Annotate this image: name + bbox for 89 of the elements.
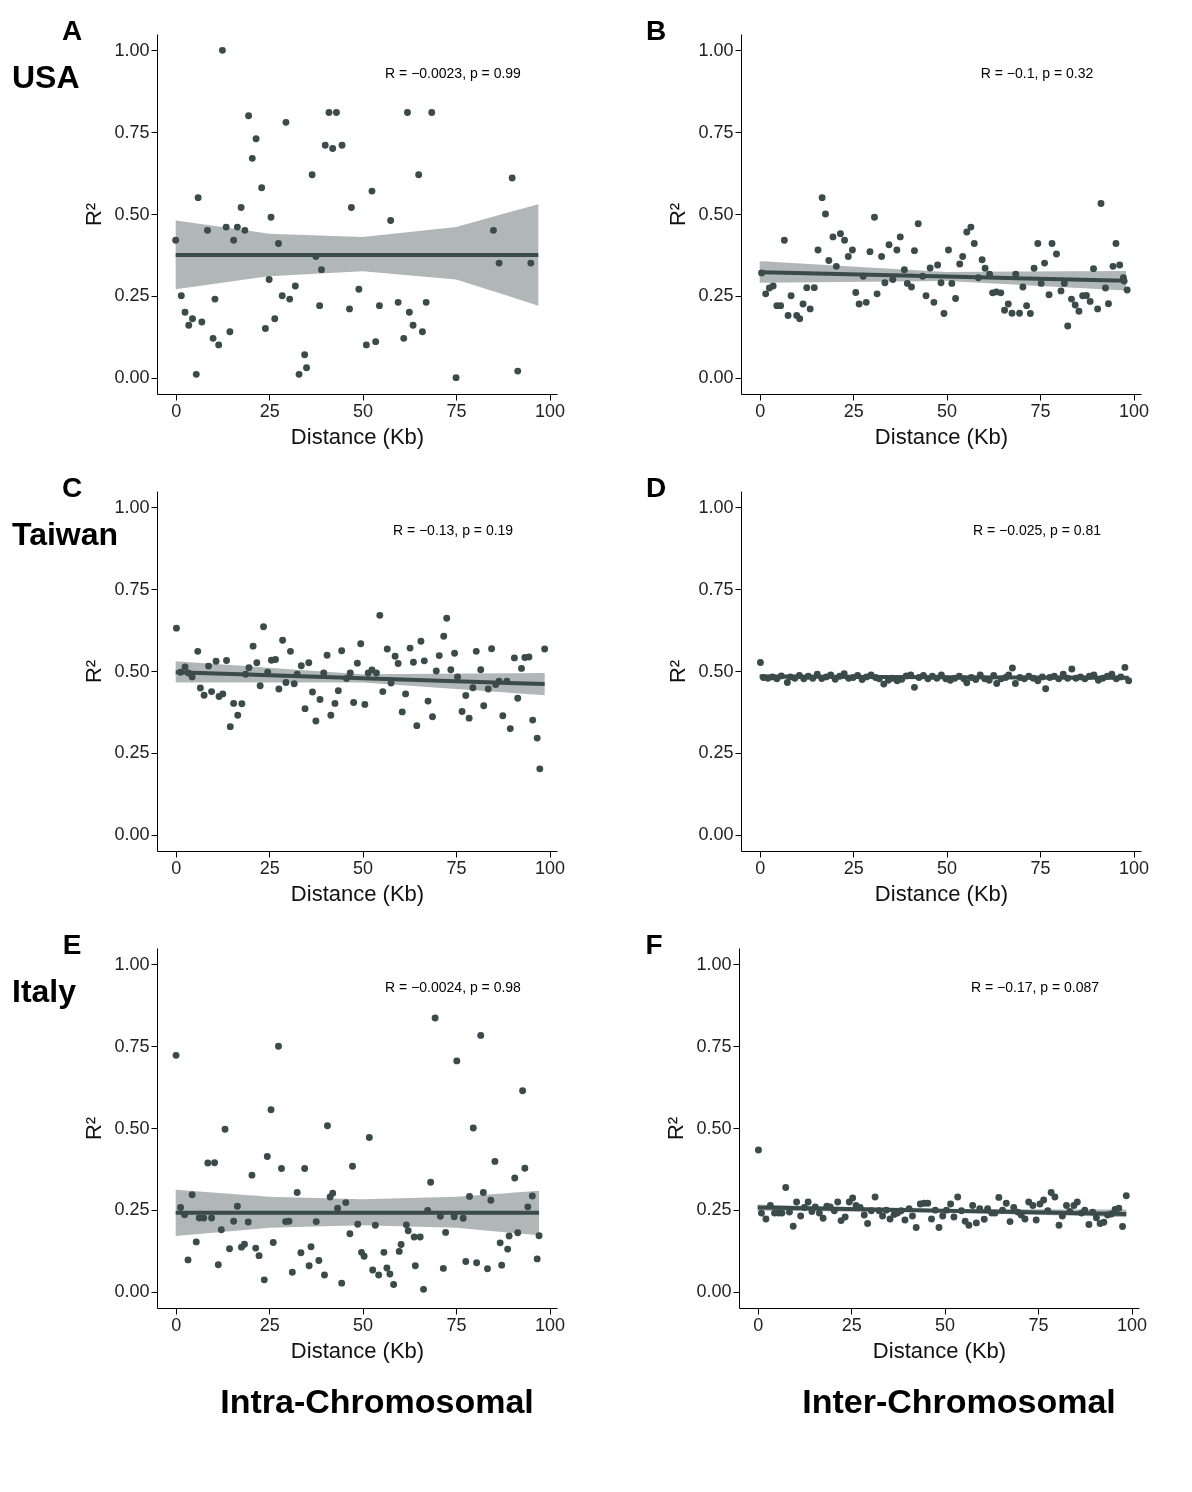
x-axis-title: Distance (Kb) <box>872 1337 1007 1363</box>
y-tick-label: 0.00 <box>114 1281 150 1302</box>
y-tick-label: 1.00 <box>114 39 150 60</box>
x-tick-label: 50 <box>935 1314 956 1335</box>
y-axis-title: R² <box>81 659 107 684</box>
y-tick-label: 0.75 <box>696 1035 732 1056</box>
x-axis-title: Distance (Kb) <box>290 1337 425 1363</box>
x-tick-label: 75 <box>446 400 467 421</box>
x-tick-label: 0 <box>753 1314 764 1335</box>
annotation: R = −0.17, p = 0.087 <box>970 979 1100 995</box>
y-tick-label: 0.25 <box>698 285 734 306</box>
x-tick-label: 100 <box>1117 1314 1148 1335</box>
x-tick-label: 75 <box>446 1314 467 1335</box>
x-tick-label: 100 <box>1119 400 1150 421</box>
y-tick-label: 0.25 <box>114 742 150 763</box>
x-tick-label: 100 <box>1119 857 1150 878</box>
x-axis-title: Distance (Kb) <box>874 423 1009 449</box>
annotation: R = −0.025, p = 0.81 <box>972 522 1102 538</box>
y-tick-label: 0.75 <box>698 578 734 599</box>
x-tick-label: 100 <box>535 1314 566 1335</box>
y-tick-label: 0.50 <box>114 660 150 681</box>
x-tick-label: 0 <box>755 857 766 878</box>
x-tick-label: 75 <box>1030 400 1051 421</box>
x-tick-label: 0 <box>755 400 766 421</box>
x-tick-label: 25 <box>843 400 864 421</box>
text: USA <box>12 59 80 95</box>
y-tick-label: 0.00 <box>696 1281 732 1302</box>
x-tick-label: 25 <box>259 857 280 878</box>
y-tick-label: 0.25 <box>696 1199 732 1220</box>
y-tick-label: 1.00 <box>114 496 150 517</box>
y-tick-label: 0.25 <box>698 742 734 763</box>
chart-title: D <box>645 472 667 503</box>
y-tick-label: 0.50 <box>696 1117 732 1138</box>
y-tick-label: 0.50 <box>698 660 734 681</box>
y-tick-label: 0.50 <box>114 203 150 224</box>
chart-title: B <box>645 15 667 46</box>
annotation: R = −0.1, p = 0.32 <box>980 65 1094 81</box>
x-tick-label: 0 <box>171 400 182 421</box>
text: Taiwan <box>12 516 119 552</box>
chart-title: F <box>645 929 663 960</box>
y-tick-label: 1.00 <box>114 953 150 974</box>
x-axis-title: Distance (Kb) <box>874 880 1009 906</box>
x-tick-label: 50 <box>937 400 958 421</box>
x-tick-label: 25 <box>841 1314 862 1335</box>
chart-title: C <box>61 472 83 503</box>
text: Italy <box>12 973 77 1009</box>
x-tick-label: 0 <box>171 1314 182 1335</box>
y-tick-label: 0.50 <box>698 203 734 224</box>
x-tick-label: 100 <box>535 857 566 878</box>
x-tick-label: 50 <box>937 857 958 878</box>
annotation: R = −0.0023, p = 0.99 <box>385 65 522 81</box>
x-tick-label: 75 <box>1028 1314 1049 1335</box>
y-tick-label: 0.00 <box>114 824 150 845</box>
chart-title: E <box>62 929 82 960</box>
x-tick-label: 100 <box>535 400 566 421</box>
y-tick-label: 0.75 <box>698 121 734 142</box>
y-tick-label: 1.00 <box>698 39 734 60</box>
y-tick-label: 0.25 <box>114 1199 150 1220</box>
y-tick-label: 1.00 <box>696 953 732 974</box>
y-axis-title: R² <box>81 202 107 227</box>
y-tick-label: 0.00 <box>698 824 734 845</box>
chart-title: A <box>61 15 83 46</box>
x-tick-label: 25 <box>843 857 864 878</box>
x-tick-label: 75 <box>446 857 467 878</box>
x-tick-label: 50 <box>353 400 374 421</box>
y-axis-title: R² <box>663 1116 689 1141</box>
y-tick-label: 0.25 <box>114 285 150 306</box>
y-tick-label: 0.75 <box>114 1035 150 1056</box>
x-axis-title: Distance (Kb) <box>290 423 425 449</box>
y-tick-label: 0.50 <box>114 1117 150 1138</box>
x-axis-title: Distance (Kb) <box>290 880 425 906</box>
y-axis-title: R² <box>665 659 691 684</box>
x-tick-label: 50 <box>353 857 374 878</box>
x-tick-label: 25 <box>259 1314 280 1335</box>
y-tick-label: 0.75 <box>114 578 150 599</box>
y-tick-label: 0.00 <box>698 367 734 388</box>
y-axis-title: R² <box>665 202 691 227</box>
y-tick-label: 1.00 <box>698 496 734 517</box>
y-tick-label: 0.00 <box>114 367 150 388</box>
y-axis-title: R² <box>81 1116 107 1141</box>
x-tick-label: 25 <box>259 400 280 421</box>
x-tick-label: 50 <box>353 1314 374 1335</box>
y-tick-label: 0.75 <box>114 121 150 142</box>
x-tick-label: 0 <box>171 857 182 878</box>
text: Inter-Chromosomal <box>802 1382 1116 1420</box>
text: Intra-Chromosomal <box>220 1382 534 1420</box>
annotation: R = −0.0024, p = 0.98 <box>385 979 522 995</box>
x-tick-label: 75 <box>1030 857 1051 878</box>
annotation: R = −0.13, p = 0.19 <box>392 522 514 538</box>
